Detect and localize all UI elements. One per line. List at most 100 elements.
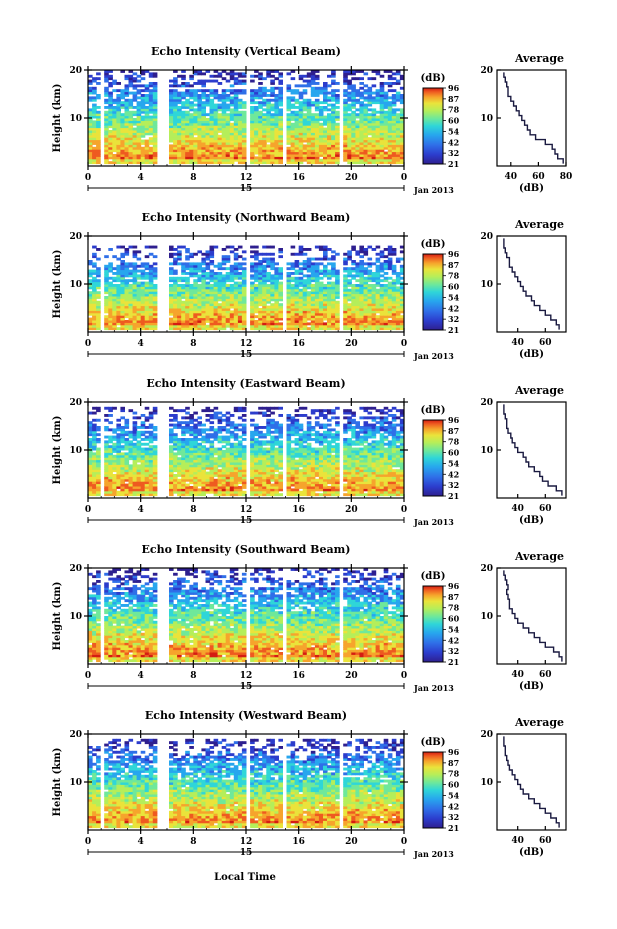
- heatmap-cell: [327, 103, 332, 107]
- heatmap-cell: [306, 142, 312, 145]
- heatmap-cell: [132, 426, 138, 429]
- heatmap-cell: [302, 324, 308, 328]
- heatmap-cell: [209, 296, 215, 299]
- heatmap-cell: [201, 300, 206, 304]
- heatmap-cell: [116, 452, 121, 456]
- heatmap-cell: [363, 134, 369, 138]
- heatmap-cell: [197, 264, 202, 268]
- heatmap-cell: [217, 120, 223, 124]
- heatmap-cell: [181, 433, 186, 437]
- heatmap-cell: [173, 144, 178, 148]
- heatmap-cell: [144, 101, 150, 105]
- heatmap-cell: [189, 115, 194, 119]
- heatmap-cell: [104, 486, 109, 489]
- heatmap-cell: [217, 151, 223, 155]
- heatmap-cell: [343, 156, 348, 160]
- heatmap-cell: [294, 286, 300, 290]
- heatmap-cell: [169, 447, 174, 451]
- heatmap-cell: [351, 161, 356, 165]
- heatmap-cell: [124, 442, 130, 446]
- heatmap-cell: [177, 303, 182, 307]
- heatmap-cell: [294, 281, 300, 285]
- heatmap-cell: [120, 462, 125, 465]
- heatmap-cell: [355, 288, 360, 292]
- heatmap-cell: [88, 281, 93, 285]
- heatmap-cell: [185, 118, 190, 121]
- heatmap-cell: [189, 151, 194, 155]
- heatmap-cell: [140, 142, 146, 145]
- heatmap-cell: [335, 288, 340, 292]
- heatmap-cell: [258, 156, 263, 160]
- heatmap-cell: [152, 320, 158, 323]
- heatmap-cell: [221, 312, 227, 316]
- heatmap-cell: [116, 481, 121, 485]
- heatmap-cell: [88, 122, 93, 126]
- heatmap-cell: [132, 84, 138, 88]
- heatmap-cell: [241, 274, 247, 278]
- heatmap-cell: [310, 113, 316, 117]
- heatmap-cell: [104, 442, 109, 446]
- heatmap-cell: [254, 269, 259, 273]
- day-label: 15: [240, 184, 253, 194]
- heatmap-cell: [383, 161, 389, 165]
- heatmap-cell: [128, 146, 134, 150]
- heatmap-cell: [96, 94, 101, 97]
- heatmap-cell: [92, 149, 97, 153]
- heatmap-cell: [355, 142, 360, 145]
- heatmap-cell: [177, 450, 182, 453]
- heatmap-cell: [371, 156, 377, 160]
- heatmap-cell: [185, 469, 190, 473]
- heatmap-cell: [351, 269, 356, 273]
- heatmap-cell: [302, 106, 308, 109]
- heatmap-cell: [343, 276, 348, 280]
- heatmap-cell: [383, 96, 389, 100]
- heatmap-cell: [136, 118, 142, 121]
- heatmap-cell: [209, 98, 215, 102]
- heatmap-cell: [193, 264, 198, 268]
- heatmap-cell: [310, 142, 316, 145]
- heatmap-cell: [258, 252, 263, 256]
- heatmap-cell: [213, 286, 219, 290]
- heatmap-cell: [120, 409, 125, 413]
- heatmap-cell: [363, 296, 369, 299]
- heatmap-cell: [241, 288, 247, 292]
- heatmap-cell: [371, 312, 377, 316]
- heatmap-cell: [213, 161, 219, 165]
- heatmap-cell: [343, 94, 348, 97]
- heatmap-cell: [221, 110, 227, 114]
- heatmap-cell: [274, 158, 279, 162]
- heatmap-cell: [116, 149, 121, 153]
- heatmap-cell: [136, 91, 142, 95]
- heatmap-cell: [120, 269, 125, 273]
- heatmap-cell: [314, 286, 320, 290]
- heatmap-cell: [286, 84, 292, 88]
- heatmap-cell: [387, 134, 393, 138]
- heatmap-cell: [363, 305, 369, 309]
- heatmap-cell: [306, 134, 312, 138]
- heatmap-cell: [112, 457, 117, 461]
- heatmap-cell: [217, 267, 223, 271]
- heatmap-cell: [229, 70, 235, 73]
- heatmap-cell: [318, 327, 324, 331]
- heatmap-cell: [367, 132, 373, 136]
- heatmap-cell: [152, 322, 158, 326]
- heatmap-cell: [355, 252, 360, 256]
- heatmap-cell: [363, 327, 369, 331]
- heatmap-cell: [323, 144, 328, 148]
- heatmap-cell: [266, 284, 271, 287]
- heatmap-cell: [250, 312, 255, 316]
- heatmap-cell: [132, 296, 138, 299]
- heatmap-cell: [116, 293, 121, 297]
- heatmap-cell: [173, 248, 178, 251]
- heatmap-cell: [258, 284, 263, 287]
- heatmap-cell: [136, 440, 142, 444]
- heatmap-cell: [201, 288, 206, 292]
- heatmap-cell: [270, 327, 275, 331]
- heatmap-cell: [387, 110, 393, 114]
- heatmap-cell: [298, 137, 304, 141]
- heatmap-cell: [92, 98, 97, 102]
- heatmap-cell: [266, 139, 271, 143]
- heatmap-cell: [140, 457, 146, 461]
- heatmap-cell: [379, 149, 385, 153]
